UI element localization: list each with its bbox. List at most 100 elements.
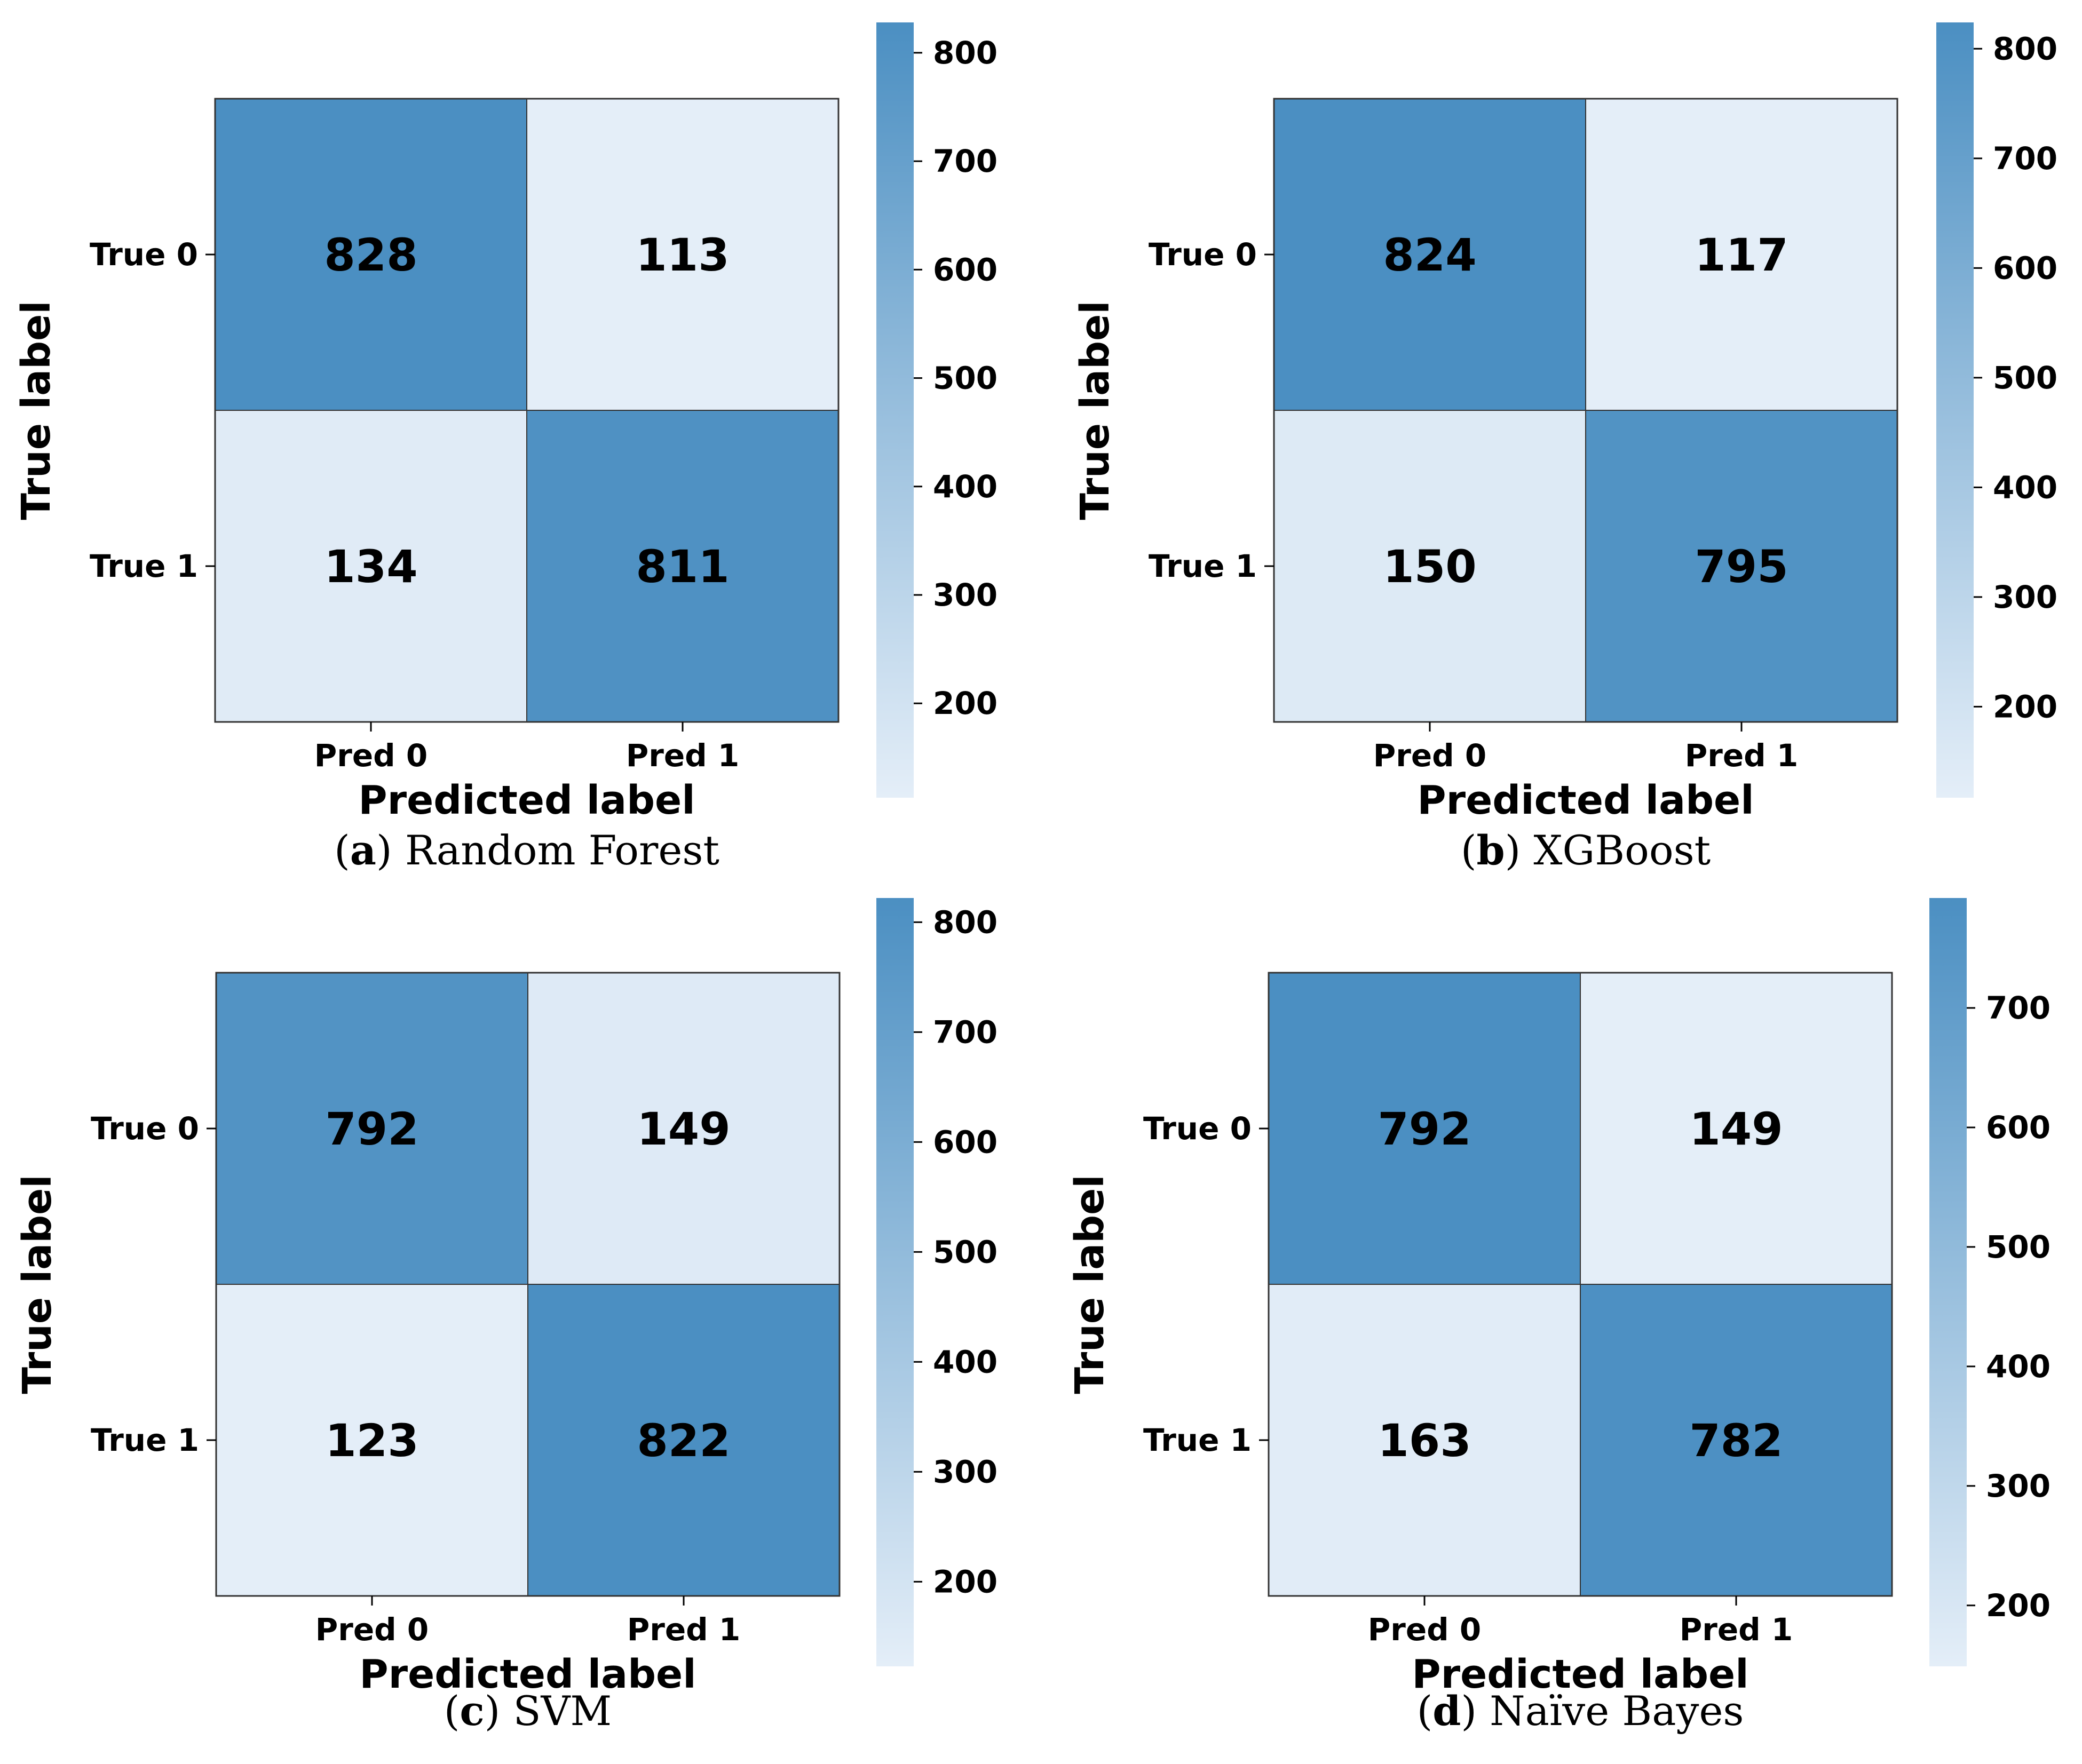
heatmap-cell <box>526 410 839 722</box>
y-tick-label: True 1 <box>1149 548 1257 584</box>
x-axis-title: Predicted label <box>1417 777 1754 823</box>
colorbar-tick-label: 400 <box>1986 1348 2051 1385</box>
heatmap-cell <box>1585 410 1898 722</box>
colorbar-tick-label: 600 <box>1986 1109 2051 1146</box>
caption-letter: d <box>1432 1687 1461 1735</box>
x-axis-title: Predicted label <box>358 777 695 823</box>
cell-value: 792 <box>1378 1103 1471 1155</box>
cell-value: 792 <box>325 1103 418 1155</box>
x-tick-label: Pred 0 <box>314 737 428 774</box>
panel-caption: (b) XGBoost <box>1461 827 1711 874</box>
x-tick-label: Pred 0 <box>1373 737 1487 774</box>
x-tick-label: Pred 1 <box>627 1611 741 1648</box>
y-axis-title: True label <box>14 1174 60 1394</box>
panel-caption: (c) SVM <box>444 1687 612 1735</box>
cell-value: 811 <box>636 541 729 593</box>
matrix-frame <box>1273 98 1898 723</box>
colorbar-tick-label: 600 <box>1993 250 2057 286</box>
heatmap-cell <box>1580 1284 1893 1596</box>
caption-title: ) SVM <box>485 1687 612 1735</box>
colorbar-tick-label: 200 <box>1993 688 2057 725</box>
colorbar-tick-label: 800 <box>933 35 998 71</box>
colorbar-tick-label: 300 <box>1993 579 2057 615</box>
colorbar-tick-label: 700 <box>933 143 998 179</box>
colorbar-tick-label: 400 <box>933 1344 998 1380</box>
y-tick-label: True 1 <box>90 548 198 584</box>
x-axis-title: Predicted label <box>1412 1651 1748 1697</box>
cell-value: 149 <box>637 1103 730 1155</box>
y-tick-label: True 0 <box>90 236 198 273</box>
caption-letter: c <box>460 1687 484 1735</box>
caption-letter: b <box>1476 827 1505 874</box>
heatmap-cell <box>215 410 527 722</box>
heatmap-cell <box>215 98 527 411</box>
colorbar <box>876 22 914 798</box>
cell-value: 828 <box>324 229 417 281</box>
x-tick-label: Pred 0 <box>315 1611 429 1648</box>
colorbar-tick-label: 700 <box>1986 990 2051 1026</box>
caption-paren: ( <box>334 827 350 874</box>
matrix-frame <box>215 972 841 1597</box>
panel-c: 792 149 123 822 True 0 True 1 Pred 0 Pred 1Pred… <box>14 898 998 1735</box>
y-axis-title: True label <box>1072 300 1118 520</box>
x-tick-label: Pred 1 <box>626 737 740 774</box>
heatmap-cell <box>216 1284 528 1596</box>
caption-paren: ( <box>444 1687 460 1735</box>
x-axis-title: Predicted label <box>359 1651 696 1697</box>
colorbar-tick-label: 700 <box>1993 140 2057 177</box>
colorbar-tick-label: 400 <box>1993 469 2057 505</box>
colorbar-tick-label: 800 <box>1993 30 2057 67</box>
panel-caption: (d) Naïve Bayes <box>1417 1687 1744 1735</box>
caption-title: ) XGBoost <box>1505 827 1711 874</box>
cell-value: 149 <box>1689 1103 1783 1155</box>
colorbar-tick-label: 200 <box>933 685 998 721</box>
colorbar-tick-label: 500 <box>933 1234 998 1270</box>
colorbar-tick-label: 300 <box>933 577 998 613</box>
colorbar-tick-label: 600 <box>933 1124 998 1160</box>
colorbar <box>1936 22 1974 798</box>
y-axis-title: True label <box>13 300 59 520</box>
y-tick-label: True 0 <box>91 1110 199 1147</box>
x-tick-label: Pred 0 <box>1368 1611 1482 1648</box>
colorbar-tick-label: 500 <box>1986 1229 2051 1265</box>
panel-d: 792 149 163 782 True 0 True 1 Pred 0 Pred 1Pred… <box>1067 898 2051 1735</box>
panel-caption: (a) Random Forest <box>334 827 719 874</box>
colorbar-tick-label: 300 <box>1986 1468 2051 1504</box>
x-tick-label: Pred 1 <box>1680 1611 1793 1648</box>
heatmap-cell <box>1585 98 1898 411</box>
heatmap-cell <box>1268 972 1581 1285</box>
caption-title: ) Random Forest <box>376 827 719 874</box>
heatmap-cell <box>527 972 840 1285</box>
y-tick-label: True 0 <box>1149 236 1257 273</box>
heatmap-cell <box>1580 972 1893 1285</box>
colorbar-tick-label: 200 <box>933 1563 998 1600</box>
cell-value: 822 <box>637 1415 730 1467</box>
colorbar-tick-label: 500 <box>933 360 998 396</box>
cell-value: 782 <box>1689 1415 1783 1467</box>
colorbar-tick-label: 600 <box>933 251 998 288</box>
heatmap-cell <box>1268 1284 1581 1596</box>
caption-paren: ( <box>1417 1687 1433 1735</box>
heatmap-cell <box>216 972 528 1285</box>
heatmap-cell <box>1273 98 1586 411</box>
colorbar-tick-label: 800 <box>933 904 998 940</box>
cell-value: 134 <box>324 541 417 593</box>
cell-value: 163 <box>1378 1415 1471 1467</box>
caption-title: ) Naïve Bayes <box>1461 1687 1744 1735</box>
y-axis-title: True label <box>1067 1174 1113 1394</box>
panel-b: 824 117 150 795 True 0 True 1 Pred 0 Pred 1Pred… <box>1072 22 2057 874</box>
colorbar-tick-label: 300 <box>933 1453 998 1490</box>
heatmap-cell <box>527 1284 840 1596</box>
cell-value: 150 <box>1383 541 1476 593</box>
colorbar-tick-label: 500 <box>1993 360 2057 396</box>
heatmap-cell <box>1273 410 1586 722</box>
y-tick-label: True 0 <box>1143 1110 1252 1147</box>
colorbar-tick-label: 400 <box>933 468 998 505</box>
cell-value: 113 <box>636 229 729 281</box>
colorbar-tick-label: 700 <box>933 1014 998 1050</box>
panel-a: 828 113 134 811 True 0 True 1 Pred 0 Pred 1Pred… <box>13 22 998 874</box>
cell-value: 824 <box>1383 229 1476 281</box>
x-tick-label: Pred 1 <box>1685 737 1799 774</box>
